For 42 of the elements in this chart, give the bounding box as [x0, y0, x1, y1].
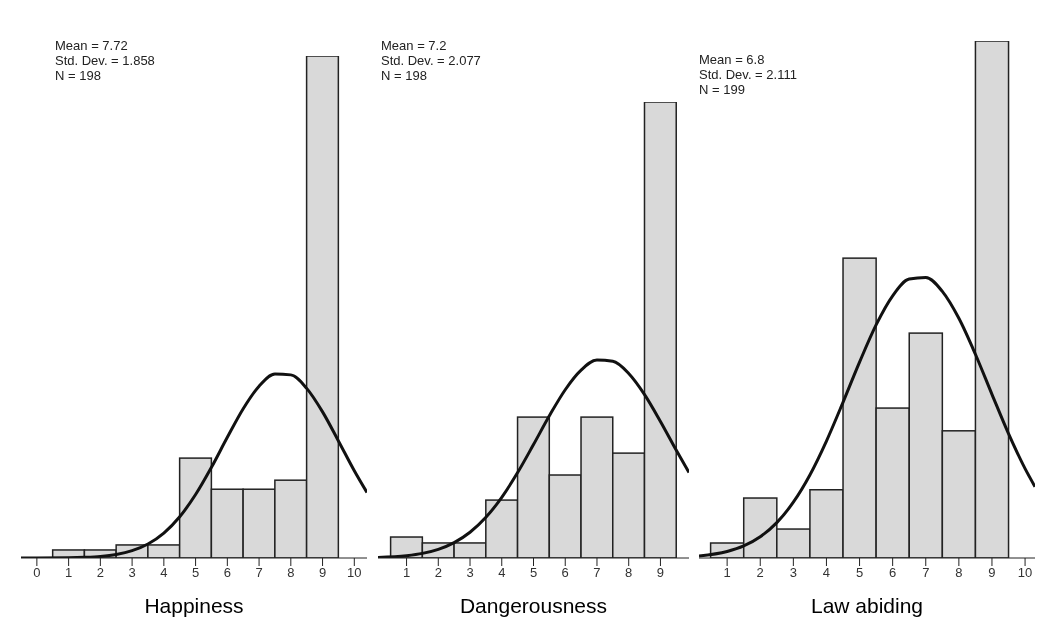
x-tick-label: 5 — [529, 565, 538, 581]
x-tick-label: 8 — [955, 565, 963, 581]
x-tick-label: 10 — [347, 565, 362, 581]
x-tick-label: 5 — [855, 565, 864, 581]
x-tick-label: 1 — [402, 565, 411, 581]
x-tick-label: 9 — [656, 565, 665, 581]
annotation: Mean = 6.8 — [699, 52, 766, 67]
x-tick-label: 5 — [191, 565, 200, 581]
x-tick-label: 4 — [498, 565, 506, 581]
text: Mean = 7.72 — [55, 38, 129, 53]
x-tick-label: 7 — [255, 565, 263, 581]
x-tick-label: 10 — [1017, 565, 1033, 581]
x-tick-label: 2 — [756, 565, 764, 581]
x-tick-label: 6 — [223, 565, 231, 581]
x-tick-label: 4 — [160, 565, 168, 581]
x-tick-label: 8 — [625, 565, 633, 581]
x-tick-label: 0 — [33, 565, 41, 581]
annotation: Std. Dev. = 2.111 — [699, 67, 797, 82]
text: Mean = 7.2 — [381, 38, 448, 53]
x-axis-title: Dangerousness — [458, 594, 609, 618]
x-tick-label: 4 — [822, 565, 831, 581]
x-tick-label: 6 — [889, 565, 897, 581]
x-axis-title: Law abiding — [809, 594, 925, 618]
annotation: N = 198 — [55, 68, 102, 83]
x-tick-label: 1 — [65, 565, 73, 581]
x-tick-label: 2 — [96, 565, 104, 581]
annotation: N = 199 — [699, 82, 746, 97]
x-tick-label: 7 — [922, 565, 930, 581]
x-tick-label: 3 — [789, 565, 797, 581]
x-tick-label: 2 — [434, 565, 442, 581]
text: Std. Dev. = 2.077 — [381, 53, 481, 68]
x-tick-label: 1 — [723, 565, 731, 581]
x-axis-title: Happiness — [143, 594, 245, 618]
x-tick-label: 6 — [561, 565, 569, 581]
x-tick-label: 8 — [287, 565, 295, 581]
x-tick-label: 3 — [466, 565, 474, 581]
x-tick-label: 9 — [988, 565, 996, 581]
x-tick-label: 3 — [128, 565, 136, 581]
x-tick-label: 7 — [593, 565, 601, 581]
annotation: Std. Dev. = 1.858 — [55, 53, 155, 68]
x-tick-label: 9 — [318, 565, 327, 581]
text: N = 198 — [381, 68, 428, 83]
